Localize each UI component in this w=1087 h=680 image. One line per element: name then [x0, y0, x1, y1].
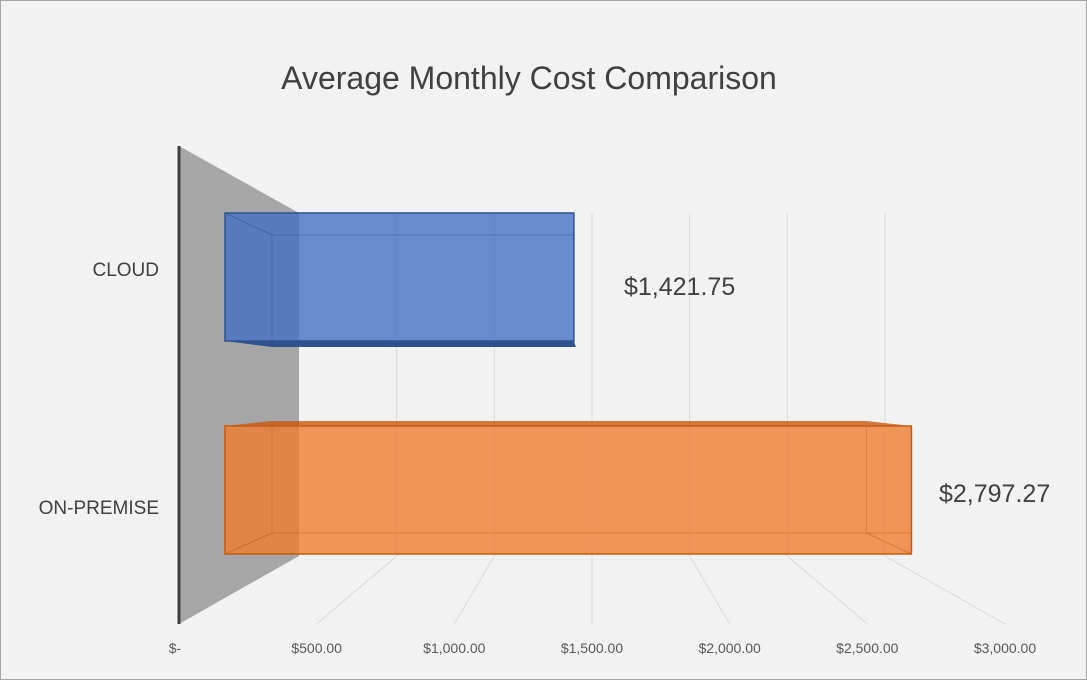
bar-on-premise — [224, 421, 913, 555]
bar-edge — [224, 532, 273, 555]
x-tick-label: $- — [169, 640, 182, 656]
category-label: CLOUD — [92, 260, 159, 281]
x-tick-label: $1,000.00 — [423, 640, 485, 656]
bar-front-face — [224, 425, 913, 555]
bar-front-face — [224, 212, 575, 342]
category-label: ON-PREMISE — [39, 498, 159, 519]
data-label: $2,797.27 — [939, 480, 1050, 508]
bar-bottom-face — [225, 341, 576, 347]
x-tick-label: $1,500.00 — [561, 640, 623, 656]
floor-gridline — [884, 555, 1006, 625]
x-tick-label: $2,500.00 — [836, 640, 898, 656]
data-label: $1,421.75 — [624, 273, 735, 301]
bar-edge — [866, 532, 912, 555]
bar-edge — [224, 212, 273, 236]
bar-top-face — [225, 421, 912, 426]
chart-title: Average Monthly Cost Comparison — [281, 60, 777, 96]
x-tick-label: $3,000.00 — [974, 640, 1036, 656]
bar-cloud — [224, 212, 576, 347]
floor-gridline — [316, 555, 397, 625]
x-tick-label: $500.00 — [291, 640, 342, 656]
floor-gridline — [787, 555, 868, 625]
floor-gridline — [689, 555, 731, 625]
floor-gridline — [453, 555, 495, 625]
x-tick-label: $2,000.00 — [699, 640, 761, 656]
